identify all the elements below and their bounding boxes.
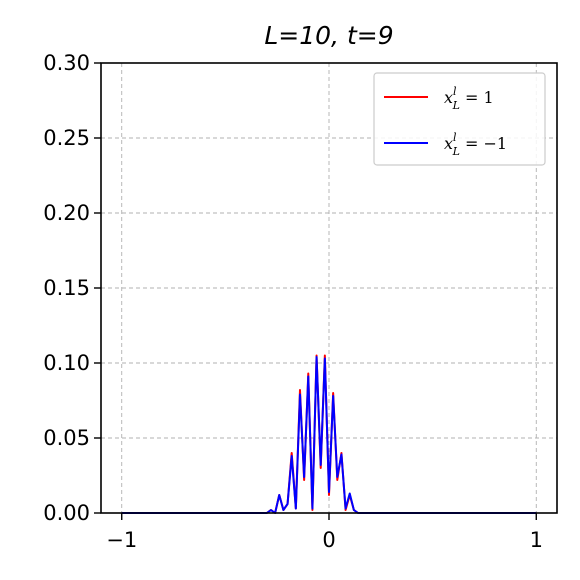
y-axis: 0.00 0.05 0.10 0.15 0.20 0.25 0.30 [43,51,101,525]
y-tick-label: 0.30 [43,51,90,75]
x-tick-label: 1 [530,528,543,552]
y-tick-label: 0.05 [43,426,90,450]
legend: xl L = 1 xl L = −1 [373,72,546,166]
y-tick-label: 0.25 [43,126,90,150]
legend-label-2: xl L = −1 [444,131,507,158]
x-tick-label: 0 [322,528,335,552]
legend-label-1: xl L = 1 [444,85,494,112]
chart-title: L=10, t=9 [264,21,393,50]
y-tick-label: 0.10 [43,351,90,375]
x-axis: −1 0 1 [106,513,543,552]
x-tick-label: −1 [106,528,137,552]
y-tick-label: 0.20 [43,201,90,225]
y-tick-label: 0.00 [43,501,90,525]
y-tick-label: 0.15 [43,276,90,300]
